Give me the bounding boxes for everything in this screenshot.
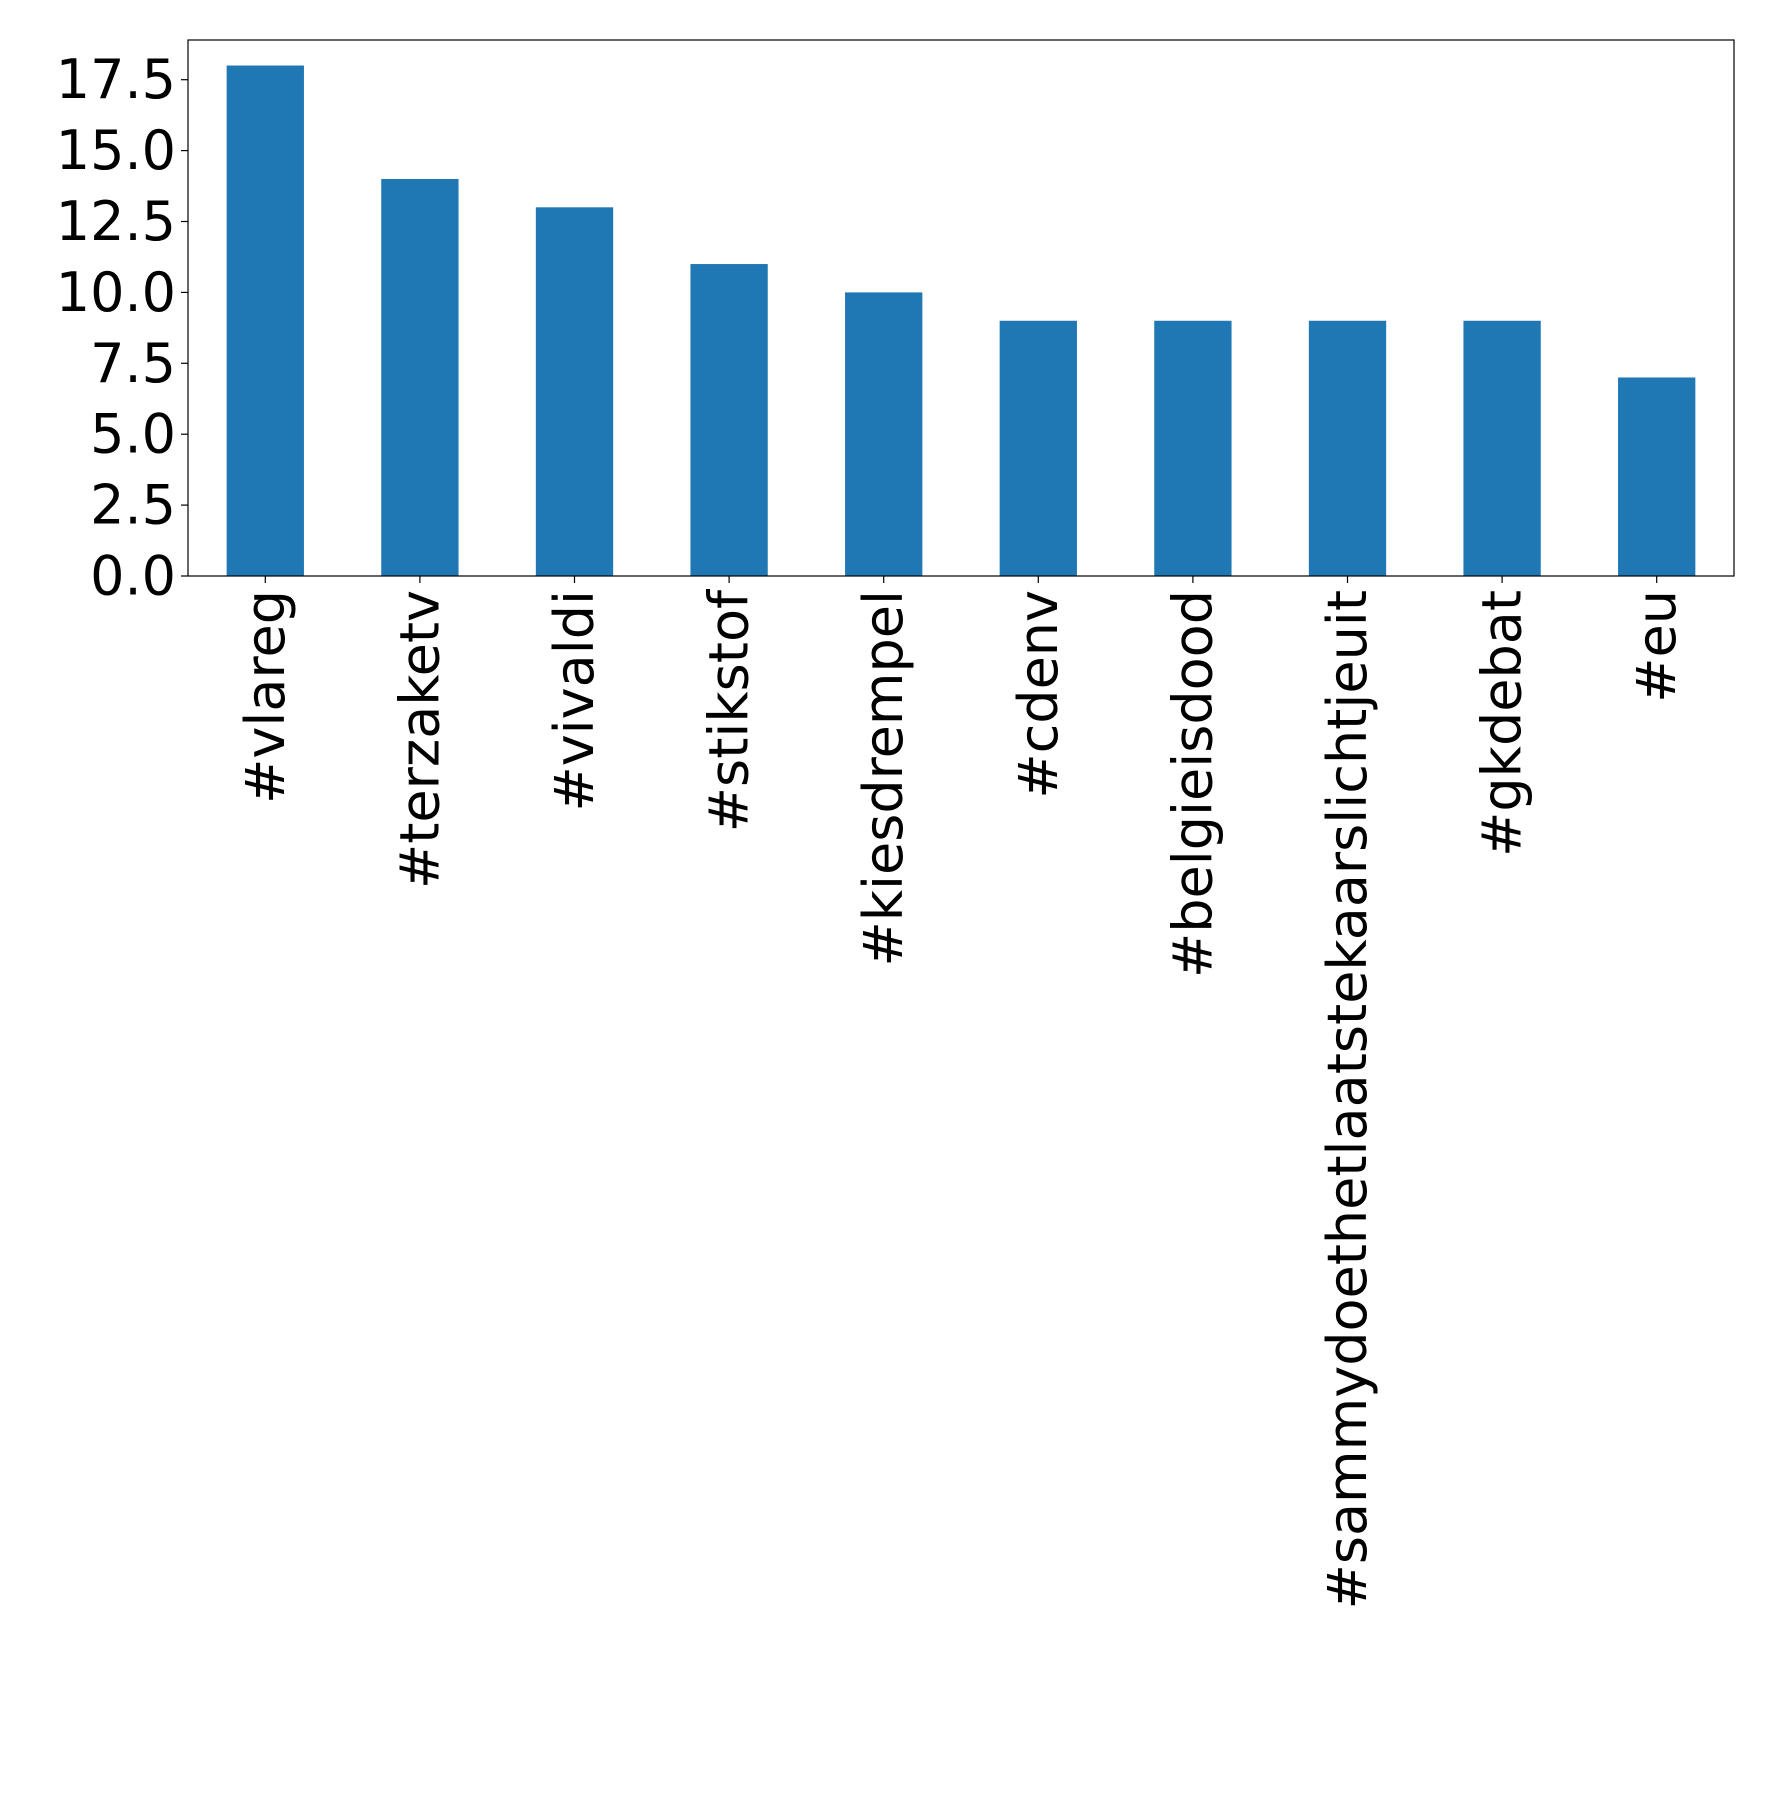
- x-tick-label: #cdenv: [1007, 590, 1070, 799]
- bar-cdenv: [999, 320, 1077, 576]
- y-tick-label: 5.0: [90, 403, 176, 466]
- y-tick-label: 7.5: [90, 332, 176, 395]
- x-tick-label: #kiesdrempel: [852, 590, 915, 967]
- x-tick-label: #eu: [1625, 590, 1688, 703]
- bar-stikstof: [690, 264, 768, 576]
- y-tick-label: 12.5: [56, 190, 176, 253]
- x-tick-label: #stikstof: [698, 588, 761, 832]
- bar-eu: [1618, 377, 1696, 576]
- y-tick-label: 0.0: [90, 545, 176, 608]
- bar-vlareg: [226, 65, 304, 577]
- bar-belgieisdood: [1154, 320, 1232, 576]
- y-tick-label: 10.0: [56, 261, 176, 324]
- x-tick-label: #sammydoethetlaatstekaarslichtjeuit: [1316, 590, 1379, 1609]
- x-tick-label: #terzaketv: [388, 590, 451, 889]
- y-tick-label: 17.5: [56, 48, 176, 111]
- y-tick-label: 2.5: [90, 474, 176, 537]
- x-tick-label: #vivaldi: [543, 590, 606, 812]
- x-tick-label: #gkdebat: [1471, 590, 1534, 857]
- x-tick-label: #vlareg: [234, 590, 297, 804]
- y-axis: 0.0 2.5 5.0 7.5 10.0 12.5 15.0 17.5: [56, 48, 188, 608]
- bar-terzaketv: [381, 178, 459, 577]
- bars-group: [226, 65, 1696, 577]
- plot-frame: [187, 39, 1735, 577]
- x-tick-label: #belgieisdood: [1161, 590, 1224, 978]
- bar-vivaldi: [535, 207, 614, 576]
- bar-kiesdrempel: [845, 292, 923, 576]
- bar-gkdebat: [1463, 320, 1541, 576]
- y-tick-label: 15.0: [56, 119, 176, 182]
- bar-sammydoethetlaatstekaarslichtjeuit: [1308, 320, 1387, 576]
- x-axis: #vlareg #terzaketv #vivaldi #stikstof #kiesd…: [234, 576, 1688, 1609]
